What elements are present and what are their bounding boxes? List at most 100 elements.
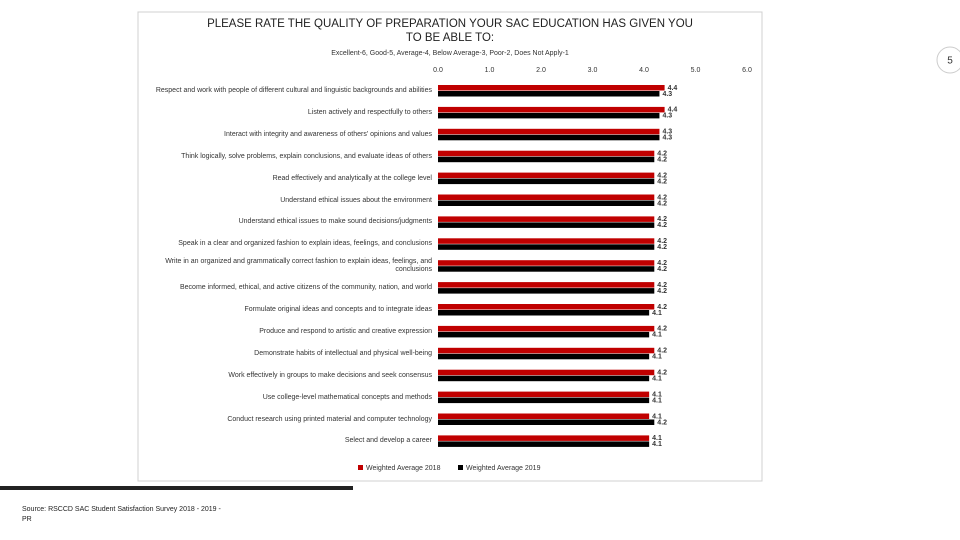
value-label: 4.1 bbox=[652, 354, 662, 361]
x-tick-label: 1.0 bbox=[485, 67, 495, 74]
bar bbox=[438, 150, 655, 157]
category-label: Interact with integrity and awareness of… bbox=[224, 130, 432, 138]
value-label: 4.3 bbox=[662, 135, 672, 142]
bar bbox=[438, 244, 655, 250]
bar bbox=[438, 347, 655, 354]
value-label: 4.3 bbox=[662, 129, 672, 136]
value-label: 4.2 bbox=[657, 222, 667, 229]
value-label: 4.2 bbox=[657, 260, 667, 267]
category-label: Formulate original ideas and concepts an… bbox=[244, 306, 432, 313]
bar bbox=[438, 85, 665, 91]
category-label: Become informed, ethical, and active cit… bbox=[180, 284, 432, 292]
category-label: Listen actively and respectfully to othe… bbox=[307, 108, 432, 116]
value-label: 4.1 bbox=[652, 310, 662, 317]
value-label: 4.1 bbox=[652, 441, 662, 448]
bar bbox=[438, 282, 655, 288]
category-label: Use college-level mathematical concepts … bbox=[262, 393, 432, 401]
bar bbox=[438, 397, 650, 404]
value-label: 4.2 bbox=[657, 172, 667, 179]
x-tick-label: 0.0 bbox=[433, 67, 443, 74]
value-label: 4.2 bbox=[657, 282, 667, 289]
value-label: 4.2 bbox=[657, 151, 667, 158]
value-label: 4.3 bbox=[662, 91, 672, 98]
bar bbox=[438, 435, 650, 441]
category-label: Select and develop a career bbox=[344, 437, 432, 445]
legend-label: Weighted Average 2019 bbox=[466, 465, 541, 472]
value-label: 4.1 bbox=[652, 413, 662, 420]
value-label: 4.2 bbox=[657, 238, 667, 245]
value-label: 4.2 bbox=[657, 244, 667, 251]
category-label: Respect and work with people of differen… bbox=[155, 87, 432, 94]
bar bbox=[438, 304, 655, 310]
value-label: 4.1 bbox=[652, 376, 662, 383]
value-label: 4.2 bbox=[657, 419, 667, 426]
category-label: Understand ethical issues to make sound … bbox=[238, 218, 432, 226]
bar bbox=[438, 216, 655, 222]
value-label: 4.1 bbox=[652, 391, 662, 398]
bar bbox=[438, 260, 655, 266]
value-label: 4.1 bbox=[652, 332, 662, 339]
bar bbox=[438, 288, 655, 294]
bar bbox=[438, 266, 655, 272]
page-badge bbox=[936, 46, 960, 74]
x-tick-label: 2.0 bbox=[536, 67, 546, 74]
category-label: Produce and respond to artistic and crea… bbox=[259, 327, 432, 335]
bar bbox=[438, 106, 665, 113]
bar bbox=[438, 391, 650, 398]
bar bbox=[438, 128, 660, 135]
category-label: Think logically, solve problems, explain… bbox=[181, 152, 432, 160]
value-label: 4.2 bbox=[657, 200, 667, 207]
category-label: Conduct research using printed material … bbox=[227, 415, 432, 423]
value-label: 4.2 bbox=[657, 157, 667, 164]
legend-label: Weighted Average 2018 bbox=[366, 465, 441, 472]
bar bbox=[438, 200, 655, 206]
bar bbox=[438, 413, 650, 419]
value-label: 4.2 bbox=[657, 266, 667, 273]
bar bbox=[438, 369, 655, 376]
value-label: 4.2 bbox=[657, 304, 667, 311]
chart-title: PLEASE RATE THE QUALITY OF PREPARATION Y… bbox=[207, 18, 693, 44]
bar bbox=[438, 419, 655, 425]
bar bbox=[438, 172, 655, 179]
category-label: Demonstrate habits of intellectual and p… bbox=[254, 349, 432, 357]
value-label: 4.2 bbox=[657, 178, 667, 185]
bar bbox=[438, 441, 650, 447]
legend-swatch bbox=[358, 465, 363, 470]
bar bbox=[438, 375, 650, 382]
value-label: 4.2 bbox=[657, 326, 667, 333]
bar bbox=[438, 194, 655, 200]
bar bbox=[438, 222, 655, 228]
bar bbox=[438, 310, 650, 316]
bar bbox=[438, 325, 655, 332]
footer-bar bbox=[0, 486, 353, 490]
x-tick-label: 4.0 bbox=[639, 67, 649, 74]
value-label: 4.3 bbox=[662, 113, 672, 120]
x-tick-label: 5.0 bbox=[691, 67, 701, 74]
x-tick-label: 3.0 bbox=[588, 67, 598, 74]
value-label: 4.4 bbox=[668, 85, 678, 92]
value-label: 4.4 bbox=[668, 107, 678, 114]
chart-subtitle: Excellent-6, Good-5, Average-4, Below Av… bbox=[331, 50, 569, 57]
value-label: 4.1 bbox=[652, 397, 662, 404]
bar bbox=[438, 91, 660, 97]
category-label: Work effectively in groups to make decis… bbox=[228, 371, 432, 379]
source: Source: RSCCD SAC Student Satisfaction S… bbox=[22, 506, 221, 523]
category-label: Read effectively and analytically at the… bbox=[272, 174, 432, 182]
value-label: 4.2 bbox=[657, 288, 667, 295]
bar bbox=[438, 331, 650, 338]
value-label: 4.2 bbox=[657, 216, 667, 223]
bar bbox=[438, 178, 655, 185]
page-number: 5 bbox=[947, 56, 953, 67]
category-label: Write in an organized and grammatically … bbox=[165, 258, 432, 274]
x-tick-label: 6.0 bbox=[742, 67, 752, 74]
bar bbox=[438, 238, 655, 244]
value-label: 4.2 bbox=[657, 370, 667, 377]
value-label: 4.1 bbox=[652, 435, 662, 442]
value-label: 4.2 bbox=[657, 194, 667, 201]
legend-swatch bbox=[458, 465, 463, 470]
category-label: Speak in a clear and organized fashion t… bbox=[178, 240, 432, 248]
bar bbox=[438, 134, 660, 141]
value-label: 4.2 bbox=[657, 348, 667, 355]
